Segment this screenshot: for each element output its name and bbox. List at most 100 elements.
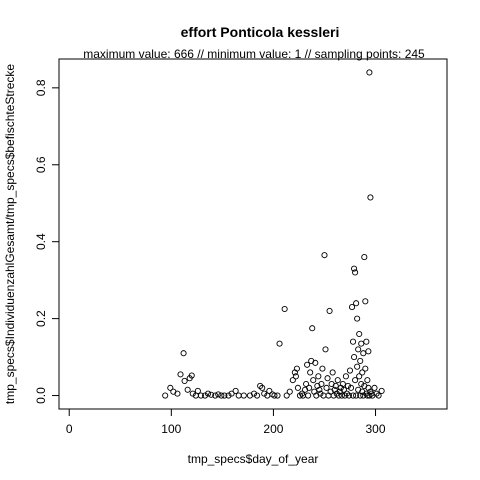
data-point	[358, 380, 365, 388]
data-point	[371, 384, 378, 391]
data-point	[323, 384, 330, 391]
data-point	[338, 392, 345, 399]
data-point	[162, 392, 169, 399]
data-point	[304, 361, 311, 368]
data-point	[184, 386, 191, 393]
data-point	[353, 300, 360, 307]
data-point	[296, 392, 304, 399]
data-point	[333, 390, 340, 397]
x-tick-label: 100	[161, 422, 181, 436]
data-point	[228, 390, 235, 397]
data-point	[266, 387, 273, 394]
data-point	[352, 269, 359, 276]
data-point	[326, 307, 333, 314]
plot-frame	[58, 58, 448, 410]
data-point	[364, 377, 371, 384]
x-axis: 0 100 200 300	[66, 409, 386, 436]
data-point	[351, 265, 358, 272]
data-point	[342, 373, 349, 380]
data-point	[181, 377, 188, 384]
data-point	[194, 387, 201, 394]
data-point	[317, 390, 324, 397]
y-tick-label: 0.8	[34, 79, 48, 96]
data-point	[225, 392, 232, 399]
data-point	[356, 373, 363, 380]
data-point	[189, 390, 196, 397]
x-tick-label: 200	[263, 422, 283, 436]
x-tick-label: 0	[66, 422, 73, 436]
data-point	[318, 380, 325, 388]
data-point	[319, 365, 326, 372]
data-point	[359, 369, 366, 376]
data-point	[353, 392, 360, 399]
data-point	[315, 373, 322, 380]
data-point	[261, 390, 268, 397]
data-point	[335, 392, 342, 399]
data-point	[344, 382, 352, 389]
data-point	[312, 359, 319, 366]
data-point	[360, 350, 367, 357]
data-point	[321, 252, 328, 259]
data-point	[306, 384, 313, 391]
data-point	[218, 392, 225, 399]
data-point	[292, 373, 299, 380]
data-point	[340, 386, 347, 393]
data-point	[167, 384, 174, 391]
data-point	[205, 390, 212, 397]
data-point	[235, 392, 242, 399]
data-point	[366, 392, 373, 399]
data-point	[332, 382, 339, 389]
data-point	[339, 380, 346, 388]
data-point	[343, 390, 350, 397]
data-point	[212, 392, 219, 399]
data-point	[348, 304, 356, 311]
data-point	[201, 392, 209, 399]
y-tick-label: 0.2	[34, 310, 48, 327]
data-point	[366, 69, 373, 76]
data-point	[309, 325, 316, 332]
data-point	[351, 354, 358, 361]
data-point	[362, 298, 369, 305]
y-tick-label: 0.0	[34, 387, 48, 404]
data-point	[197, 392, 204, 399]
data-point	[378, 387, 385, 394]
data-point	[215, 391, 222, 398]
data-point	[289, 377, 296, 384]
data-point	[271, 392, 278, 399]
data-point	[373, 390, 380, 397]
data-point	[350, 338, 357, 345]
data-point	[281, 305, 288, 313]
x-tick-label: 300	[366, 422, 386, 436]
data-point	[305, 392, 312, 399]
data-point	[232, 387, 239, 394]
data-point	[180, 350, 187, 357]
data-point	[363, 338, 370, 345]
y-tick-label: 0.6	[34, 156, 48, 173]
data-point	[350, 392, 357, 399]
data-point	[188, 372, 195, 379]
y-tick-label: 0.4	[34, 233, 48, 250]
data-point	[174, 390, 181, 397]
chart-subtitle: maximum value: 666 // minimum value: 1 /…	[83, 47, 425, 61]
data-point	[367, 194, 374, 201]
data-point	[286, 388, 293, 395]
data-point	[293, 365, 300, 372]
data-point	[208, 391, 215, 398]
data-point	[310, 377, 317, 384]
data-point	[354, 315, 361, 322]
data-point	[283, 392, 290, 399]
data-point	[254, 392, 261, 399]
data-point	[259, 384, 266, 391]
data-point	[316, 386, 323, 393]
data-point	[365, 348, 372, 355]
data-point	[361, 254, 368, 261]
data-point	[322, 346, 329, 353]
x-axis-title: tmp_specs$day_of_year	[188, 452, 319, 466]
data-point	[276, 340, 283, 347]
data-point	[324, 375, 331, 382]
data-point	[346, 367, 354, 374]
y-axis-title: tmp_specs$IndividuenzahlGesamt/tmp_specs…	[3, 64, 17, 405]
data-point	[354, 363, 361, 370]
data-point	[294, 384, 301, 391]
data-point	[177, 371, 184, 378]
